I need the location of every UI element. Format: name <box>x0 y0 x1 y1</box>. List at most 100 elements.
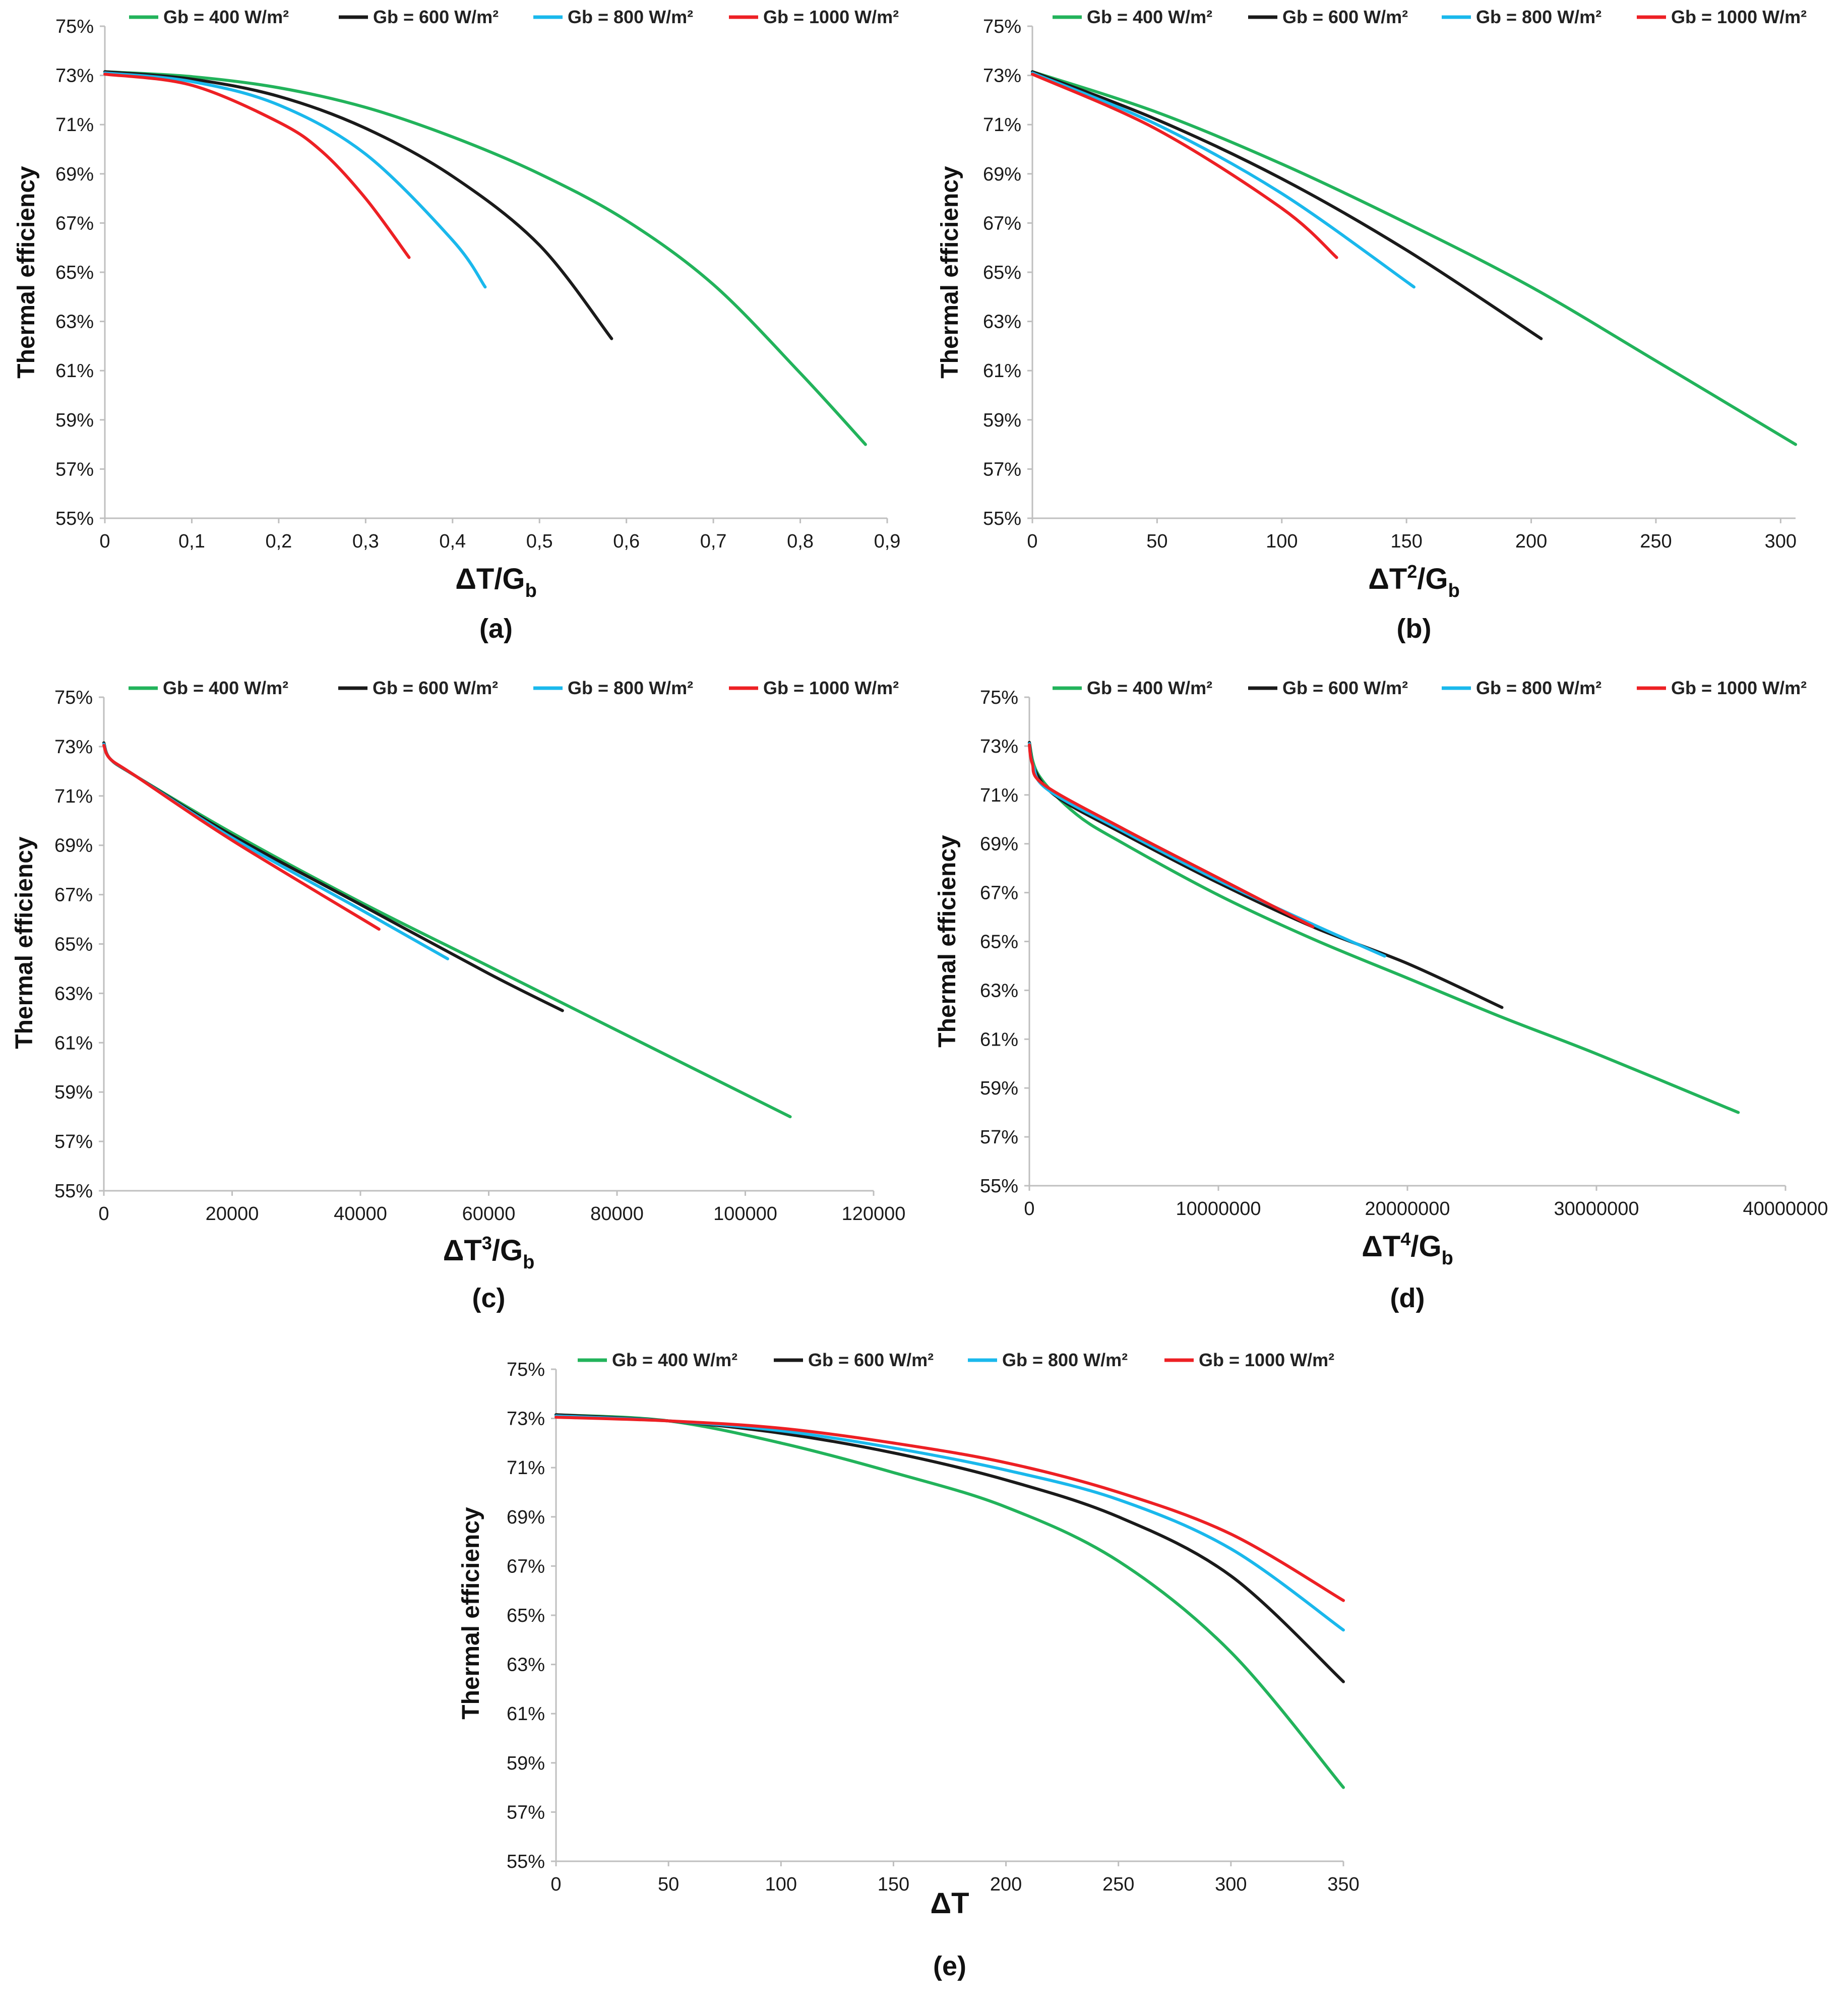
x-tick-label: 40000 <box>334 1203 387 1225</box>
y-tick-label: 61% <box>983 360 1021 382</box>
x-tick-label: 200 <box>1515 531 1547 552</box>
x-tick-label: 0,3 <box>352 531 379 552</box>
y-tick-label: 65% <box>507 1605 545 1626</box>
y-tick-label: 73% <box>54 737 93 758</box>
panel-label: (b) <box>1397 614 1432 644</box>
legend-label: Gb = 400 W/m² <box>1087 7 1212 27</box>
panel-label: (c) <box>472 1283 506 1313</box>
x-axis-label: ΔT4/Gb <box>1362 1229 1453 1269</box>
x-tick-label: 50 <box>1146 531 1167 552</box>
y-tick-label: 55% <box>54 1181 93 1202</box>
legend-label: Gb = 800 W/m² <box>1476 7 1601 27</box>
x-axis-label: ΔT2/Gb <box>1368 561 1460 601</box>
y-tick-label: 69% <box>54 835 93 857</box>
x-tick-label: 0,2 <box>265 531 292 552</box>
x-tick-label: 0 <box>550 1874 561 1895</box>
series-line <box>555 1413 1345 1683</box>
legend-label: Gb = 600 W/m² <box>1282 7 1408 27</box>
y-tick-label: 55% <box>55 508 94 529</box>
series-line <box>555 1416 1345 1602</box>
x-tick-label: 0,5 <box>526 531 553 552</box>
y-tick-label: 57% <box>507 1802 545 1823</box>
x-tick-label: 30000000 <box>1554 1198 1639 1220</box>
x-tick-label: 20000 <box>206 1203 259 1225</box>
y-tick-label: 63% <box>983 312 1021 333</box>
x-axis-label: ΔT <box>930 1887 969 1920</box>
legend-label: Gb = 1000 W/m² <box>763 7 899 27</box>
x-tick-label: 0,7 <box>700 531 727 552</box>
x-tick-label: 250 <box>1102 1874 1134 1895</box>
x-tick-label: 20000000 <box>1365 1198 1450 1220</box>
y-tick-label: 75% <box>980 687 1018 708</box>
x-tick-label: 60000 <box>462 1203 516 1225</box>
y-axis-label: Thermal efficiency <box>13 166 40 379</box>
y-tick-label: 73% <box>980 736 1018 757</box>
y-tick-label: 59% <box>54 1082 93 1103</box>
series-line <box>1028 742 1386 958</box>
legend-label: Gb = 1000 W/m² <box>763 678 899 698</box>
legend-label: Gb = 600 W/m² <box>373 678 498 698</box>
panel-a: 55% 57% 59% 61% 63% 65% 67% 69% 71% 73% 75% 0 0,1 0,2… <box>13 7 900 644</box>
y-tick-label: 67% <box>507 1556 545 1577</box>
y-tick-label: 75% <box>54 687 93 708</box>
legend-label: Gb = 800 W/m² <box>568 7 693 27</box>
y-tick-label: 59% <box>55 410 94 431</box>
legend-label: Gb = 400 W/m² <box>163 7 289 27</box>
x-tick-label: 0 <box>98 1203 109 1225</box>
legend-label: Gb = 1000 W/m² <box>1671 7 1807 27</box>
series-line <box>103 70 867 446</box>
y-tick-label: 57% <box>55 459 94 480</box>
y-tick-label: 57% <box>980 1127 1018 1148</box>
legend-label: Gb = 400 W/m² <box>163 678 288 698</box>
y-tick-label: 59% <box>507 1753 545 1774</box>
series-line <box>1031 70 1543 340</box>
y-tick-label: 71% <box>55 114 94 136</box>
panel-e: 55% 57% 59% 61% 63% 65% 67% 69% 71% 73% 75% 0 50 100 1… <box>458 1350 1360 1981</box>
panel-label: (d) <box>1390 1283 1425 1313</box>
y-tick-label: 55% <box>983 508 1021 529</box>
legend-label: Gb = 400 W/m² <box>1087 678 1212 698</box>
y-axis-label: Thermal efficiency <box>458 1507 484 1720</box>
y-tick-label: 69% <box>507 1507 545 1528</box>
series-line <box>1028 743 1315 929</box>
y-tick-label: 57% <box>54 1131 93 1152</box>
panel-label: (a) <box>479 614 513 644</box>
y-tick-label: 63% <box>54 983 93 1004</box>
series-line <box>1028 741 1504 1009</box>
series-line <box>103 70 613 340</box>
series-line <box>1028 741 1740 1114</box>
panel-label: (e) <box>933 1951 966 1981</box>
x-tick-label: 0 <box>1027 531 1037 552</box>
y-tick-label: 67% <box>980 883 1018 904</box>
x-axis-label: ΔT/Gb <box>455 563 537 601</box>
series-line <box>1031 71 1415 289</box>
y-tick-label: 61% <box>55 360 94 382</box>
y-tick-label: 61% <box>54 1032 93 1054</box>
x-tick-label: 50 <box>658 1874 679 1895</box>
series-line <box>103 73 411 259</box>
y-tick-label: 75% <box>55 16 94 37</box>
y-tick-label: 69% <box>980 834 1018 855</box>
y-tick-label: 73% <box>983 66 1021 87</box>
y-tick-label: 67% <box>983 213 1021 234</box>
y-axis-label: Thermal efficiency <box>11 836 38 1049</box>
y-tick-label: 57% <box>983 459 1021 480</box>
y-tick-label: 61% <box>507 1703 545 1725</box>
y-tick-label: 59% <box>980 1078 1018 1099</box>
x-tick-label: 0,1 <box>178 531 205 552</box>
y-tick-label: 71% <box>983 114 1021 136</box>
y-tick-label: 71% <box>507 1457 545 1479</box>
x-tick-label: 250 <box>1640 531 1672 552</box>
legend-label: Gb = 600 W/m² <box>1282 678 1408 698</box>
x-tick-label: 150 <box>878 1874 909 1895</box>
series-line <box>102 741 564 1012</box>
legend-label: Gb = 1000 W/m² <box>1671 678 1807 698</box>
y-tick-label: 73% <box>507 1409 545 1430</box>
x-tick-label: 0,4 <box>439 531 466 552</box>
series-line <box>102 744 381 931</box>
legend-label: Gb = 600 W/m² <box>808 1350 934 1370</box>
legend-label: Gb = 1000 W/m² <box>1199 1350 1334 1370</box>
y-tick-label: 73% <box>55 66 94 87</box>
x-axis-label: ΔT3/Gb <box>443 1233 535 1273</box>
